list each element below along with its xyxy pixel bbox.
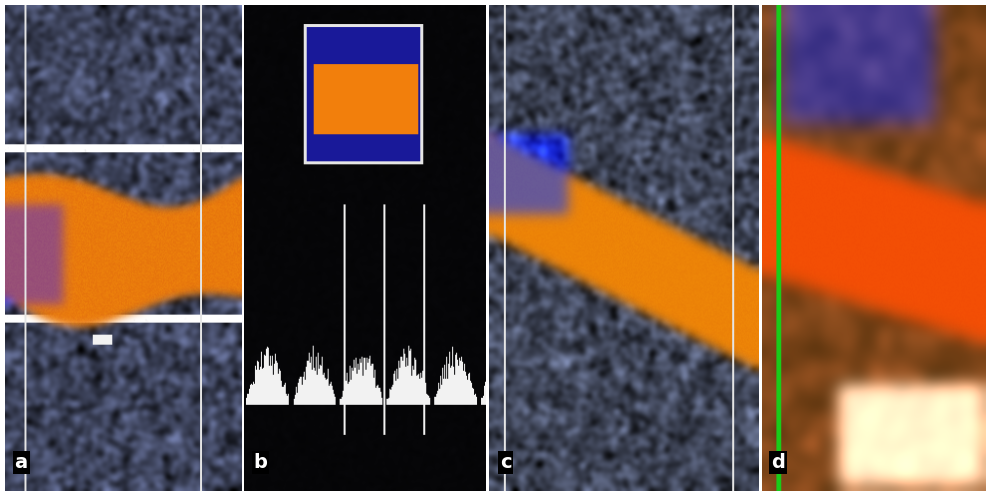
Text: b: b (254, 452, 268, 472)
Text: a: a (15, 452, 28, 472)
Text: c: c (499, 452, 511, 472)
Text: d: d (771, 452, 785, 472)
